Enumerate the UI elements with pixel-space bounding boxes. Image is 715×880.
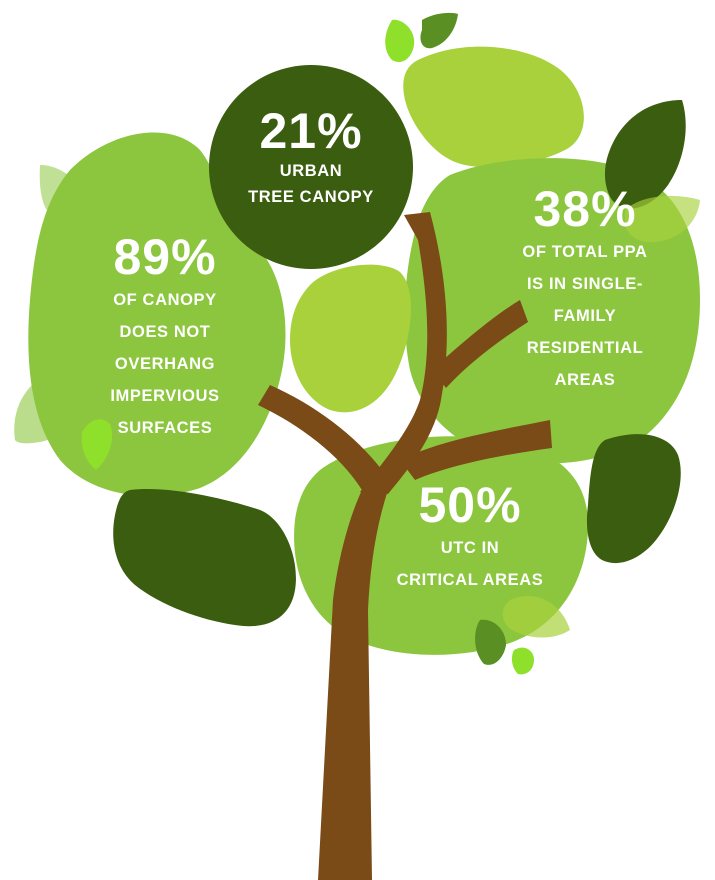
leaf-small-bottom-2 [511, 647, 534, 675]
stat-label-line: OF CANOPY [113, 291, 217, 309]
leaf-small-bottom-1 [475, 619, 506, 665]
canopy-right [404, 158, 700, 464]
stat-label-line: DOES NOT [119, 323, 211, 341]
stat-label-line: RESIDENTIAL [526, 339, 644, 357]
tree-trunk [258, 212, 552, 880]
leaf-blob-top-right [403, 46, 584, 168]
stat-canopy-not-overhanging: 89% OF CANOPY DOES NOT OVERHANG IMPERVIO… [85, 230, 245, 444]
stat-label-line: OVERHANG [114, 355, 216, 373]
canopy-left [28, 132, 286, 497]
leaf-small-left-3 [81, 419, 113, 470]
stat-label-line: URBAN [279, 162, 343, 180]
leaf-small-top-1 [385, 19, 415, 63]
leaf-small-top-2 [420, 12, 458, 49]
canopy-badge-dark [209, 65, 413, 269]
stat-value: 89% [113, 229, 217, 285]
leaf-translucent-left-2 [14, 367, 91, 444]
leaf-translucent-left-1 [39, 165, 85, 223]
stat-value: 38% [533, 181, 637, 237]
stat-label-line: IS IN SINGLE- [527, 275, 643, 293]
leaf-blob-center [290, 264, 411, 413]
leaf-blob-dark-left [113, 489, 296, 627]
stat-label-line: SURFACES [117, 419, 213, 437]
stat-label-line: UTC IN [440, 539, 500, 557]
stat-label-line: CRITICAL AREAS [396, 571, 544, 589]
stat-label-line: FAMILY [553, 307, 617, 325]
leaf-translucent-bottom-right [502, 595, 570, 638]
stat-urban-tree-canopy: 21% URBAN TREE CANOPY [226, 104, 396, 210]
stat-value: 50% [418, 477, 522, 533]
stat-label-line: IMPERVIOUS [110, 387, 220, 405]
leaf-dark-top-right [604, 100, 686, 209]
leaf-translucent-right [625, 195, 700, 243]
stat-label-line: AREAS [554, 371, 616, 389]
stat-label-line: OF TOTAL PPA [522, 243, 648, 261]
leaf-blob-dark-right [586, 434, 681, 564]
stat-ppa-single-family: 38% OF TOTAL PPA IS IN SINGLE- FAMILY RE… [500, 182, 670, 396]
stat-utc-critical-areas: 50% UTC IN CRITICAL AREAS [385, 478, 555, 596]
stat-value: 21% [259, 103, 363, 159]
stat-label-line: TREE CANOPY [248, 188, 374, 206]
